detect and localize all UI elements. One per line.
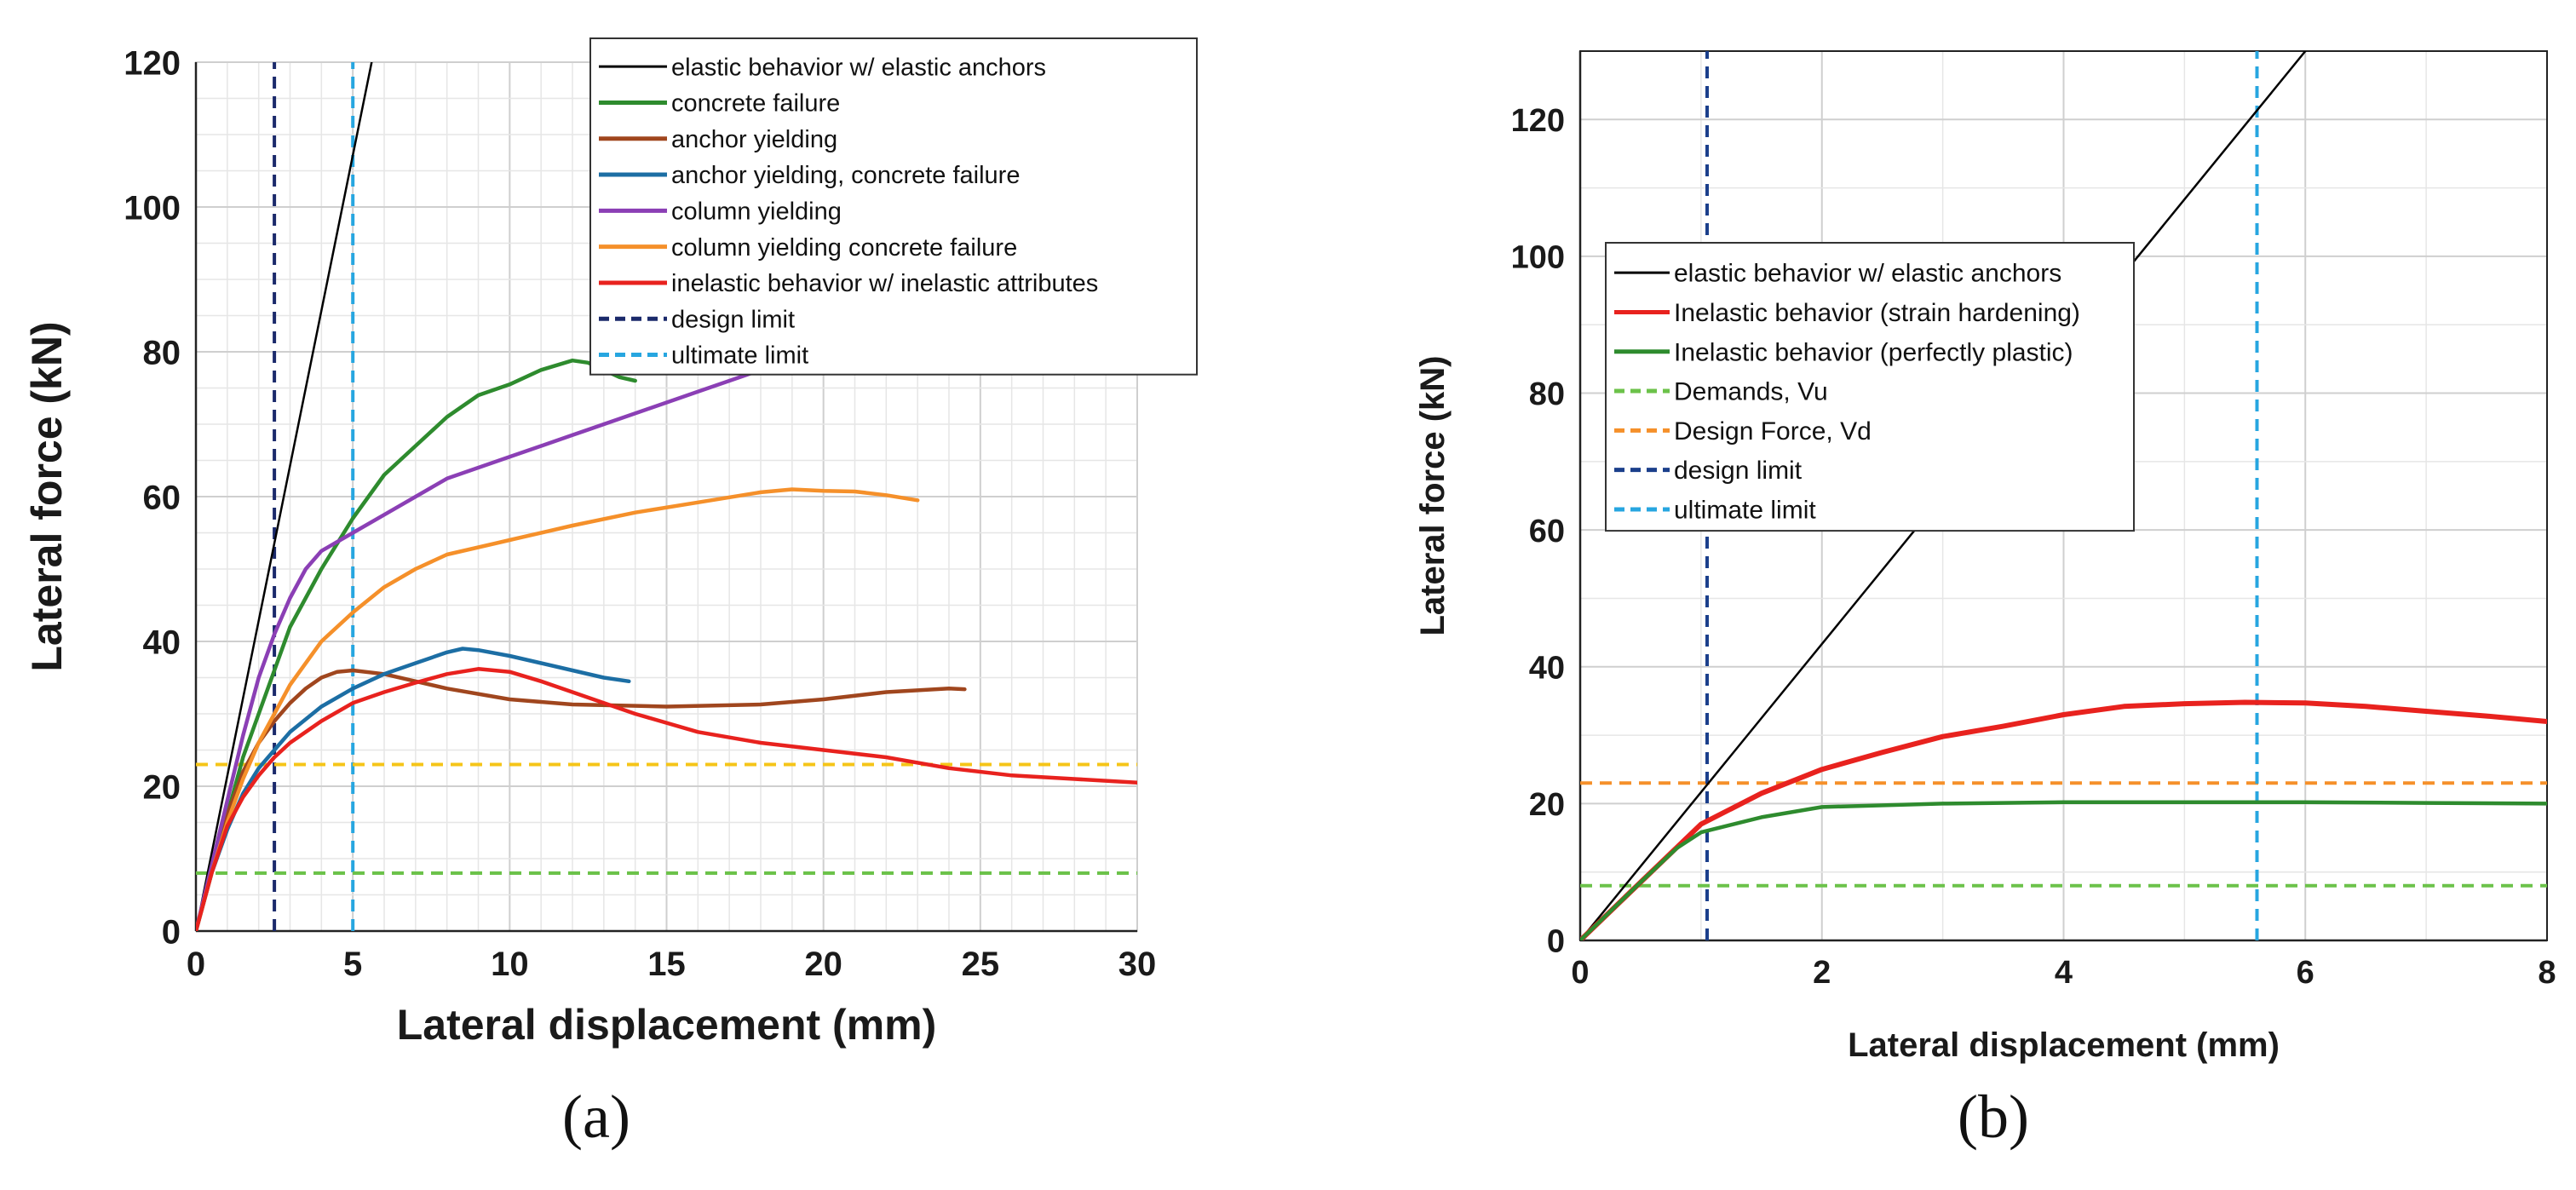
legend-entry-label: column yielding concrete failure xyxy=(671,234,1017,262)
y-tick-label: 0 xyxy=(162,913,181,951)
legend-entry-label: elastic behavior w/ elastic anchors xyxy=(671,54,1046,81)
x-tick-label: 5 xyxy=(343,946,362,983)
panel-label: (b) xyxy=(1958,1083,2029,1151)
legend-entry-label: ultimate limit xyxy=(1674,496,1816,524)
y-tick-label: 40 xyxy=(143,624,181,661)
legend-entry-label: column yielding xyxy=(671,198,842,226)
y-tick-label: 100 xyxy=(1511,240,1565,276)
y-tick-label: 60 xyxy=(1529,514,1565,549)
x-tick-label: 25 xyxy=(962,946,1000,983)
x-tick-label: 8 xyxy=(2538,955,2556,991)
legend: elastic behavior w/ elastic anchors concr… xyxy=(589,37,1198,376)
series-line-anchor-yielding xyxy=(196,668,967,931)
y-axis-label: Lateral force (kN) xyxy=(1414,356,1452,636)
y-tick-label: 120 xyxy=(1511,103,1565,139)
panel-label: (a) xyxy=(562,1083,630,1151)
x-axis-label: Lateral displacement (mm) xyxy=(397,1001,937,1049)
series-line-elastic-behavior-w-elastic-anchors xyxy=(196,62,373,931)
legend-box xyxy=(589,37,1198,376)
y-tick-label: 60 xyxy=(143,479,181,516)
legend-entry-label: concrete failure xyxy=(671,90,840,118)
y-tick-label: 80 xyxy=(1529,377,1565,412)
series-line-inelastic-behavior-perfectly-plastic xyxy=(1580,800,2547,940)
legend-entry-label: Inelastic behavior (strain hardening) xyxy=(1674,299,2080,327)
gridlines xyxy=(195,61,1138,932)
y-tick-label: 0 xyxy=(1547,924,1565,960)
x-tick-label: 10 xyxy=(491,946,529,983)
series-line-column-yielding-concrete-failure xyxy=(196,487,920,931)
x-tick-label: 30 xyxy=(1118,946,1157,983)
x-tick-label: 20 xyxy=(804,946,842,983)
y-tick-label: 20 xyxy=(1529,787,1565,823)
legend-entry-label: elastic behavior w/ elastic anchors xyxy=(1674,260,2061,288)
x-tick-label: 6 xyxy=(2297,955,2314,991)
x-tick-label: 0 xyxy=(1571,955,1589,991)
series-line-inelastic-behavior-strain-hardening xyxy=(1580,699,2547,940)
legend-entry-label: design limit xyxy=(1674,457,1803,485)
series-line-inelastic-behavior-w-inelastic-attributes xyxy=(196,667,1137,931)
legend-entry-label: Demands, Vu xyxy=(1674,378,1828,406)
x-axis-label: Lateral displacement (mm) xyxy=(1848,1026,2280,1064)
legend-entry-label: design limit xyxy=(671,306,795,333)
legend-entry-label: Design Force, Vd xyxy=(1674,417,1872,446)
y-axis-label: Lateral force (kN) xyxy=(23,321,71,671)
legend: elastic behavior w/ elastic anchors Inela… xyxy=(1605,242,2135,532)
series-group xyxy=(1580,51,2547,940)
series-group xyxy=(196,62,1137,931)
x-tick-label: 15 xyxy=(647,946,686,983)
x-tick-label: 0 xyxy=(187,946,205,983)
y-tick-label: 40 xyxy=(1529,650,1565,686)
y-tick-label: 120 xyxy=(124,44,181,82)
chart-panel-a: 0 5 10 15 20 25 30 0 20 40 60 80 100 120 Lateral displ… xyxy=(23,37,1198,1151)
x-tick-label: 4 xyxy=(2055,955,2073,991)
series-line-concrete-failure xyxy=(196,358,637,931)
legend-entry-label: inelastic behavior w/ inelastic attribut… xyxy=(671,270,1098,297)
legend-entry-label: anchor yielding, concrete failure xyxy=(671,162,1020,189)
y-tick-label: 80 xyxy=(143,334,181,371)
legend-entry-label: Inelastic behavior (perfectly plastic) xyxy=(1674,338,2073,366)
y-tick-label: 100 xyxy=(124,189,181,227)
legend-entry-label: ultimate limit xyxy=(671,342,808,370)
series-line-anchor-yielding-concrete-failure xyxy=(196,647,631,931)
legend-entry-label: anchor yielding xyxy=(671,126,837,153)
y-tick-label: 20 xyxy=(143,768,181,806)
x-tick-label: 2 xyxy=(1813,955,1831,991)
legend-box xyxy=(1605,242,2135,532)
series-line-column-yielding xyxy=(196,349,825,931)
